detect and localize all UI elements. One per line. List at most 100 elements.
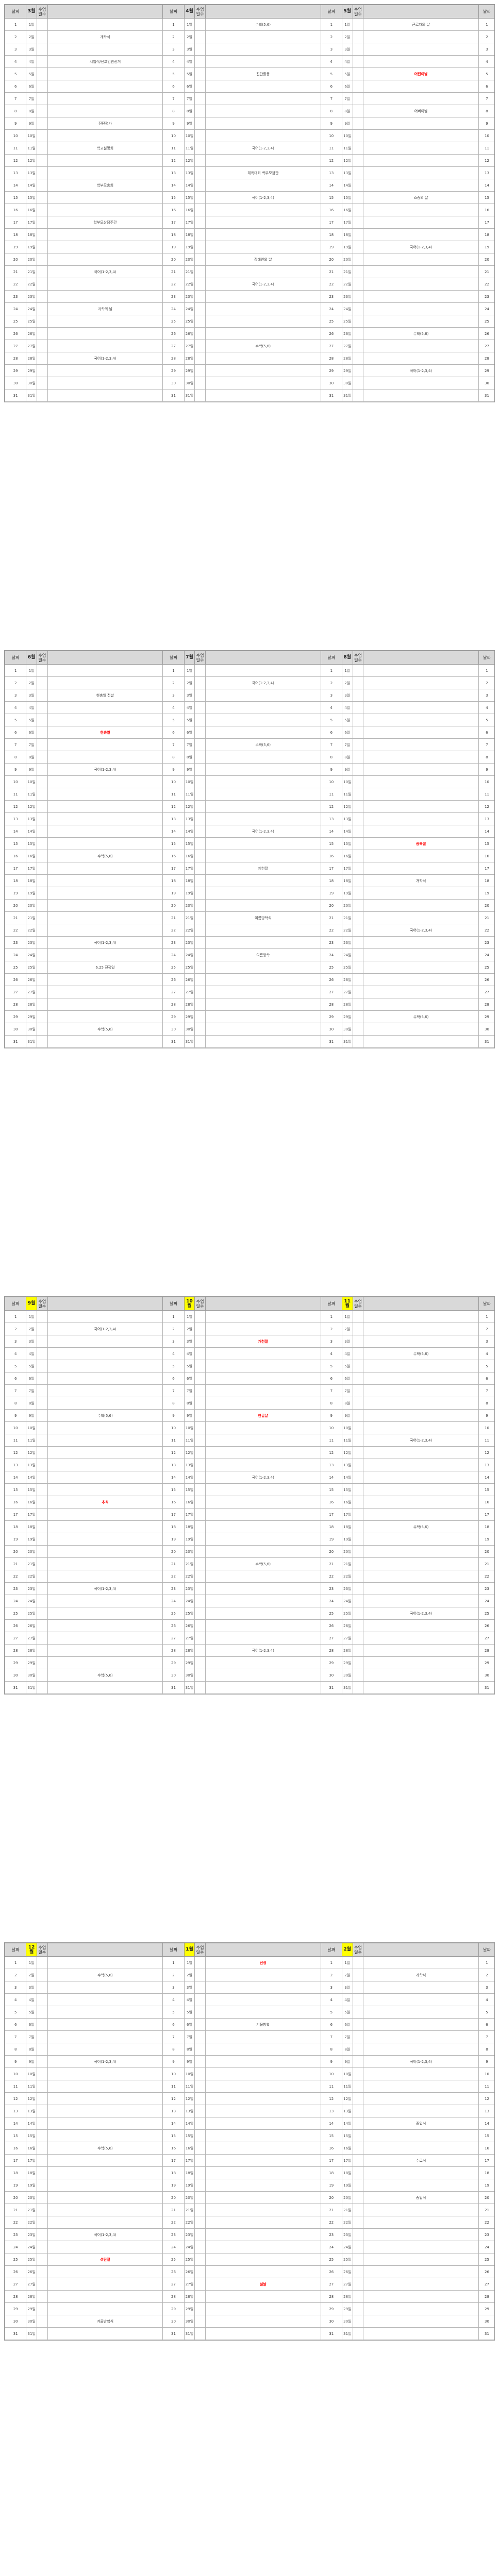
lesson-count xyxy=(194,1360,206,1372)
row-day-number: 2 xyxy=(478,676,494,689)
row-day-number: 3 xyxy=(478,1335,494,1348)
event-cell xyxy=(47,874,163,887)
day-label: 1일 xyxy=(341,1956,353,1969)
day-number: 15 xyxy=(5,2129,27,2142)
lesson-count xyxy=(194,2030,206,2043)
table-row: 5 5일 5 5일 5 5일 5 xyxy=(5,714,494,726)
day-number: 8 xyxy=(5,1397,27,1410)
day-label: 16일 xyxy=(341,850,353,862)
day-number: 17 xyxy=(162,216,185,229)
day-label: 13일 xyxy=(341,1459,353,1471)
event-cell xyxy=(205,2290,321,2303)
table-row: 18 18일 18 18일 18 18일 개학식 18 xyxy=(5,874,494,887)
lesson-count xyxy=(194,352,206,365)
event-cell xyxy=(205,1446,321,1459)
day-label: 4일 xyxy=(184,701,195,714)
table-row: 3 3일 3 3일 3 3일 3 xyxy=(5,43,494,56)
event-cell xyxy=(205,2117,321,2130)
lesson-count xyxy=(37,948,48,961)
lesson-count xyxy=(37,2006,48,2019)
day-number: 19 xyxy=(320,2179,342,2192)
lesson-count xyxy=(352,874,364,887)
event-cell xyxy=(363,1669,479,1682)
event-cell xyxy=(363,2080,479,2093)
day-number: 2 xyxy=(5,676,27,689)
event-cell xyxy=(363,315,479,328)
lesson-count xyxy=(37,936,48,949)
lesson-count xyxy=(37,55,48,68)
day-label: 27일 xyxy=(184,986,195,998)
day-label: 27일 xyxy=(26,340,37,352)
lesson-count xyxy=(352,2129,364,2142)
day-number: 22 xyxy=(162,278,185,291)
row-day-number: 12 xyxy=(478,154,494,167)
event-column-header xyxy=(363,651,479,665)
day-label: 13일 xyxy=(341,166,353,179)
day-number: 18 xyxy=(162,874,185,887)
lesson-count xyxy=(352,204,364,216)
event-cell xyxy=(47,18,163,31)
event-cell xyxy=(47,1607,163,1620)
day-label: 17일 xyxy=(26,1508,37,1521)
event-cell xyxy=(363,936,479,949)
row-day-number: 13 xyxy=(478,812,494,825)
table-row: 22 22일 22 22일 22 22일 국어(1-2,3,4) 22 xyxy=(5,924,494,937)
day-number: 29 xyxy=(162,364,185,377)
day-number: 25 xyxy=(162,961,185,974)
lesson-count xyxy=(194,1035,206,1048)
event-cell xyxy=(47,998,163,1011)
day-number: 18 xyxy=(162,2166,185,2179)
event-cell xyxy=(47,2030,163,2043)
event-cell xyxy=(47,1397,163,1410)
day-number: 13 xyxy=(320,2105,342,2117)
event-cell xyxy=(363,340,479,352)
day-label: 20일 xyxy=(341,1545,353,1558)
day-number: 26 xyxy=(5,2265,27,2278)
day-label: 13일 xyxy=(184,812,195,825)
day-number: 26 xyxy=(162,2265,185,2278)
event-cell xyxy=(363,738,479,751)
event-cell xyxy=(363,253,479,266)
event-cell: 수학(5,6) xyxy=(205,1557,321,1570)
day-label: 18일 xyxy=(341,874,353,887)
event-cell xyxy=(363,1310,479,1323)
day-label: 30일 xyxy=(184,1023,195,1036)
day-number: 14 xyxy=(5,2117,27,2130)
day-label: 22일 xyxy=(184,2216,195,2229)
day-number: 27 xyxy=(162,340,185,352)
lesson-count xyxy=(37,302,48,315)
event-cell: 국어(1-2,3,4) xyxy=(47,2055,163,2068)
day-label: 30일 xyxy=(26,1669,37,1682)
day-number: 5 xyxy=(320,714,342,726)
day-number: 4 xyxy=(5,1347,27,1360)
day-number: 17 xyxy=(5,1508,27,1521)
day-label: 29일 xyxy=(184,1010,195,1023)
date-column-header: 날짜 xyxy=(5,5,27,19)
day-label: 28일 xyxy=(184,1644,195,1657)
day-number: 16 xyxy=(5,1496,27,1509)
day-label: 28일 xyxy=(26,1644,37,1657)
calendar-grid: 날짜 3월 수업 일수 날짜 4월 수업 일수 날짜 5월 수업 일수 날짜 1 1일 1 1일 수학(5,… xyxy=(5,5,494,402)
lesson-count xyxy=(194,1956,206,1969)
table-row: 27 27일 27 27일 27 27일 27 xyxy=(5,1632,494,1645)
event-column-header xyxy=(205,1943,321,1957)
lesson-count xyxy=(37,179,48,192)
event-column-header xyxy=(363,5,479,19)
lesson-count xyxy=(194,253,206,266)
day-label: 2일 xyxy=(26,30,37,43)
event-cell xyxy=(47,1619,163,1632)
lesson-count xyxy=(194,241,206,253)
event-cell xyxy=(205,1969,321,1981)
day-label: 7일 xyxy=(184,1384,195,1397)
month-header: 2월 xyxy=(341,1943,353,1957)
lesson-count xyxy=(352,2092,364,2105)
event-cell xyxy=(363,2278,479,2291)
table-row: 15 15일 15 15일 15 15일 15 xyxy=(5,2129,494,2142)
lesson-count xyxy=(37,961,48,974)
event-cell xyxy=(205,1023,321,1036)
month-header: 8월 xyxy=(341,651,353,665)
table-row: 20 20일 20 20일 20 20일 종업식 20 xyxy=(5,2191,494,2204)
day-number: 15 xyxy=(5,191,27,204)
day-label: 12일 xyxy=(26,2092,37,2105)
lesson-count xyxy=(352,1520,364,1533)
